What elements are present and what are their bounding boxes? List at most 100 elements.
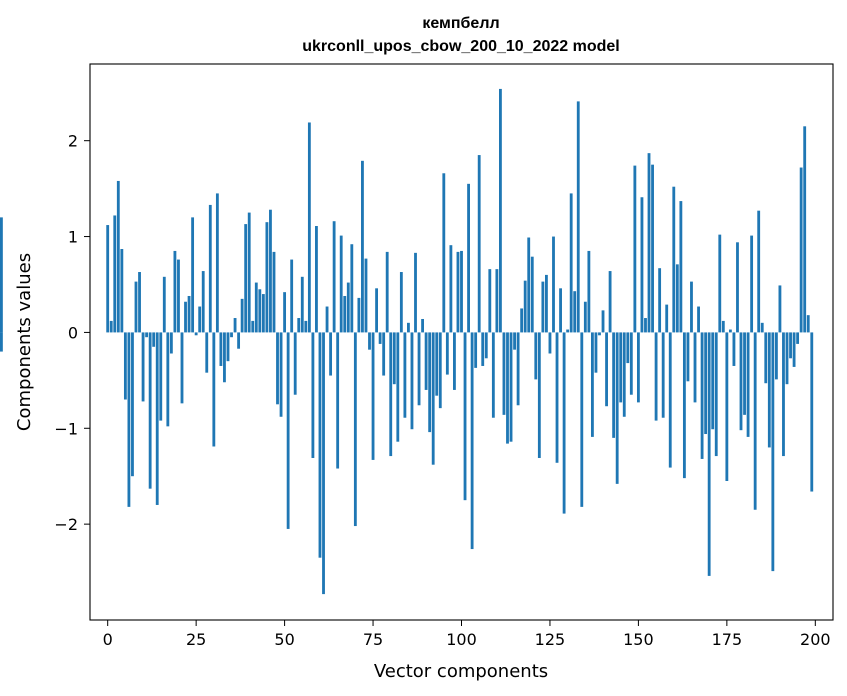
y-tick-label: 2 xyxy=(68,132,78,151)
bar-24 xyxy=(191,217,195,333)
bar-94 xyxy=(438,332,442,409)
bar-58 xyxy=(311,332,315,458)
bar-59 xyxy=(315,226,318,333)
bar-145 xyxy=(619,332,623,403)
bar-106 xyxy=(481,332,485,366)
bar-111 xyxy=(499,88,502,333)
bar-152 xyxy=(644,318,647,333)
bar-114 xyxy=(509,332,513,442)
bar-185 xyxy=(760,322,764,333)
bar-144 xyxy=(615,332,619,484)
bar-10 xyxy=(141,332,145,402)
bar-156 xyxy=(658,268,662,333)
bar-44 xyxy=(261,294,265,333)
bar-195 xyxy=(796,332,800,344)
bar-165 xyxy=(690,281,693,333)
bar-51 xyxy=(286,332,290,529)
x-tick-label: 0 xyxy=(103,630,113,649)
bar-90 xyxy=(424,332,428,390)
bar-95 xyxy=(442,173,446,333)
bar-128 xyxy=(559,288,562,333)
bar-130 xyxy=(566,329,570,333)
bar-167 xyxy=(697,306,700,333)
bar-29 xyxy=(208,204,212,333)
bar-125 xyxy=(548,332,552,354)
bar-32 xyxy=(219,332,223,366)
bar-197 xyxy=(803,126,807,333)
bar-136 xyxy=(587,250,591,333)
bar-69 xyxy=(350,244,354,333)
bar-151 xyxy=(640,197,644,333)
bars-group xyxy=(0,88,814,595)
bar-3 xyxy=(116,180,120,333)
bar-116 xyxy=(516,332,520,406)
bar-139 xyxy=(598,332,601,336)
bar-121 xyxy=(534,332,538,380)
bar-60 xyxy=(318,332,322,558)
bar-190 xyxy=(778,285,782,333)
bar-146 xyxy=(622,332,626,417)
bar-48 xyxy=(276,332,279,405)
x-tick-label: 150 xyxy=(623,630,654,649)
bar-161 xyxy=(675,264,679,333)
bar-67 xyxy=(343,295,347,333)
bar-15 xyxy=(159,332,163,421)
bar-96 xyxy=(445,332,449,375)
bar-63 xyxy=(329,332,333,376)
bar-38 xyxy=(240,298,244,333)
bar-143 xyxy=(612,332,616,438)
bar-28 xyxy=(205,332,209,373)
bar-84 xyxy=(403,332,407,418)
y-tick-label: 0 xyxy=(68,323,78,342)
bar-102 xyxy=(467,183,470,333)
bar-154 xyxy=(651,164,654,333)
y-axis-label: Components values xyxy=(14,253,35,431)
y-axis-ticks: −2 −1 0 1 2 xyxy=(54,132,90,534)
bar-138 xyxy=(594,332,598,373)
bar-127 xyxy=(555,332,559,463)
bar-182 xyxy=(750,235,754,333)
bar-42 xyxy=(254,282,258,333)
bar-45 xyxy=(265,222,269,333)
bar-193 xyxy=(789,332,792,359)
bar-119 xyxy=(527,237,531,333)
bar-191 xyxy=(782,332,785,457)
bar-73 xyxy=(364,258,368,333)
bar-192 xyxy=(785,332,789,385)
bar-123 xyxy=(541,281,545,333)
bar-162 xyxy=(679,201,683,333)
bar-52 xyxy=(290,259,294,333)
bar-113 xyxy=(506,332,509,444)
bar-99 xyxy=(456,251,460,333)
bar-160 xyxy=(672,186,676,333)
bar-37 xyxy=(237,332,241,349)
bar-159 xyxy=(668,332,672,468)
bar-54 xyxy=(297,318,301,333)
bar-39 xyxy=(244,224,248,333)
bar-187 xyxy=(767,332,771,448)
bar-55 xyxy=(300,276,304,333)
bar-132 xyxy=(573,291,577,333)
bar-8 xyxy=(134,281,138,333)
bar-87 xyxy=(414,252,417,333)
bar-122 xyxy=(537,332,541,458)
bar-81 xyxy=(392,332,396,385)
bar-101 xyxy=(463,332,467,501)
bar-6 xyxy=(127,332,131,507)
bar-82 xyxy=(396,332,400,442)
bar-89 xyxy=(421,318,424,333)
bar-183 xyxy=(753,332,757,510)
bar-23 xyxy=(187,295,191,333)
bar-118 xyxy=(523,280,527,333)
bar-135 xyxy=(583,301,587,333)
bar-47 xyxy=(272,251,276,333)
bar-74 xyxy=(368,332,371,350)
bar-181 xyxy=(746,332,750,437)
y-tick-label: 1 xyxy=(68,228,78,247)
bar-153 xyxy=(647,153,651,333)
bar-9 xyxy=(138,272,141,333)
bar-33 xyxy=(223,332,226,383)
bar-147 xyxy=(626,332,630,364)
bar-43 xyxy=(258,289,262,333)
